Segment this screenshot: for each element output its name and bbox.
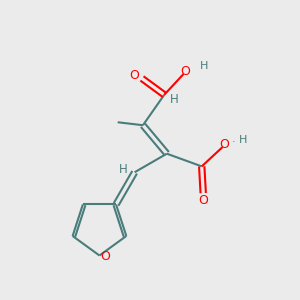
- Text: O: O: [198, 194, 208, 207]
- Text: H: H: [119, 163, 128, 176]
- Text: H: H: [170, 93, 179, 106]
- Text: O: O: [100, 250, 110, 263]
- Text: H: H: [200, 61, 208, 71]
- Text: ·: ·: [231, 137, 235, 147]
- Text: O: O: [219, 139, 229, 152]
- Text: O: O: [130, 69, 140, 82]
- Text: H: H: [239, 135, 247, 145]
- Text: O: O: [180, 64, 190, 77]
